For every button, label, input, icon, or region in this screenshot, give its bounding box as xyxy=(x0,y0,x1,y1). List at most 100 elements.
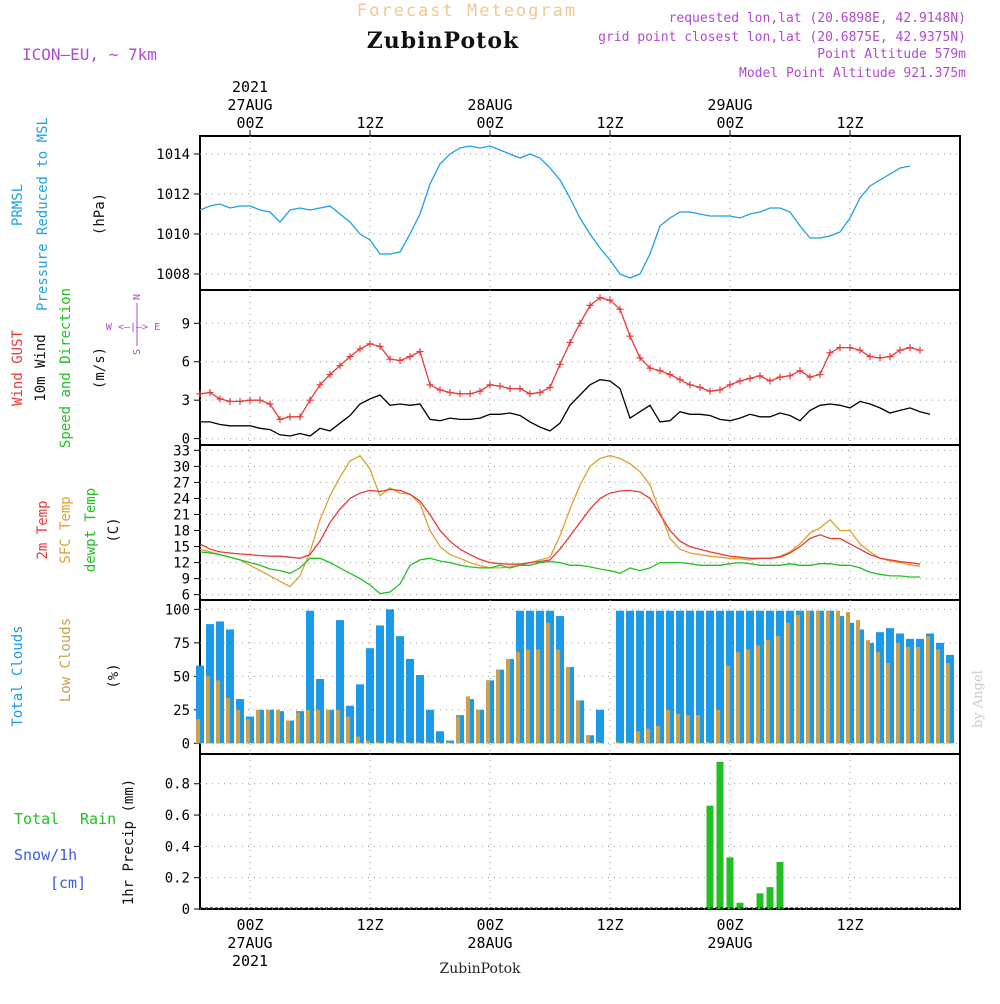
low-cloud-bar xyxy=(546,622,550,744)
low-cloud-bar xyxy=(876,652,880,744)
compass-west-east: W <—|—> E xyxy=(106,322,160,333)
gust-marker xyxy=(776,373,784,381)
ytick-label-clouds: 75 xyxy=(173,636,190,652)
gust-marker xyxy=(726,381,734,389)
temp-label-unit: (C) xyxy=(106,517,122,542)
low-cloud-bar xyxy=(306,709,310,744)
rain-bar xyxy=(766,887,774,909)
low-cloud-bar xyxy=(856,620,860,744)
rain-bar xyxy=(726,857,734,909)
gust-marker xyxy=(566,339,574,347)
ytick-label-temp: 12 xyxy=(173,556,190,572)
gust-marker xyxy=(556,360,564,368)
top-year-label: 2021 xyxy=(232,78,268,96)
low-cloud-bar xyxy=(466,696,470,744)
low-cloud-bar xyxy=(556,649,560,744)
gust-marker xyxy=(736,377,744,385)
low-cloud-bar xyxy=(496,669,500,744)
top-date-label: 28AUG xyxy=(467,96,512,114)
clouds-label-low: Low Clouds xyxy=(58,618,74,702)
low-cloud-bar xyxy=(226,697,230,744)
low-cloud-bar xyxy=(846,612,850,744)
low-cloud-bar xyxy=(426,741,430,744)
pressure-label-prmsl: PRMSL xyxy=(10,184,26,226)
gust-marker xyxy=(316,381,324,389)
gust-marker xyxy=(406,353,414,361)
gust-marker xyxy=(796,367,804,375)
gust-marker xyxy=(906,344,914,352)
total-cloud-bar xyxy=(636,610,644,744)
total-cloud-bar xyxy=(396,636,404,744)
rain-bar xyxy=(736,902,744,909)
rain-bar xyxy=(716,761,724,909)
precip-label-snow: Snow/1h xyxy=(14,846,77,864)
footer-name: ZubinPotok xyxy=(439,961,521,977)
low-cloud-bar xyxy=(346,716,350,744)
clouds-label-unit: (%) xyxy=(106,663,122,688)
gust-marker xyxy=(466,390,474,398)
gust-marker xyxy=(266,400,274,408)
bottom-time-label: 00Z xyxy=(476,916,503,934)
compass-south: S xyxy=(132,349,143,355)
ytick-label-temp: 21 xyxy=(173,507,190,523)
low-cloud-bar xyxy=(506,658,510,744)
bottom-date-label: 27AUG xyxy=(227,934,272,952)
low-cloud-bar xyxy=(786,622,790,744)
bottom-time-label: 00Z xyxy=(716,916,743,934)
low-cloud-bar xyxy=(926,636,930,744)
pressure-line xyxy=(199,145,911,279)
ytick-label-temp: 30 xyxy=(173,459,190,475)
low-cloud-bar xyxy=(416,741,420,744)
ytick-label-pressure: 1008 xyxy=(156,267,190,283)
gust-marker xyxy=(216,395,224,403)
gust-marker xyxy=(716,386,724,394)
low-cloud-bar xyxy=(596,741,600,744)
low-cloud-bar xyxy=(516,652,520,744)
top-time-label: 12Z xyxy=(596,114,623,132)
low-cloud-bar xyxy=(356,736,360,744)
ytick-label-temp: 9 xyxy=(182,572,190,588)
gust-marker xyxy=(696,383,704,391)
low-cloud-bar xyxy=(636,731,640,744)
total-cloud-bar xyxy=(676,610,684,744)
low-cloud-bar xyxy=(486,680,490,744)
ytick-label-clouds: 0 xyxy=(182,736,190,752)
low-cloud-bar xyxy=(456,716,460,744)
gust-marker xyxy=(856,346,864,354)
gust-marker xyxy=(196,390,204,398)
total-cloud-bar xyxy=(706,610,714,744)
gust-marker xyxy=(756,372,764,380)
low-cloud-bar xyxy=(266,709,270,744)
low-cloud-bar xyxy=(206,676,210,744)
chart-subtitle: Forecast Meteogram xyxy=(357,1,577,21)
gust-marker xyxy=(636,354,644,362)
bottom-date-label: 29AUG xyxy=(707,934,752,952)
gust-marker xyxy=(326,371,334,379)
low-cloud-bar xyxy=(766,640,770,744)
low-cloud-bar xyxy=(406,741,410,744)
low-cloud-bar xyxy=(576,700,580,744)
low-cloud-bar xyxy=(386,741,390,744)
low-cloud-bar xyxy=(296,712,300,744)
low-cloud-bar xyxy=(906,646,910,744)
gust-marker xyxy=(286,413,294,421)
top-time-label: 00Z xyxy=(236,114,263,132)
rain-bar xyxy=(776,862,784,909)
gust-marker xyxy=(676,376,684,384)
low-cloud-bar xyxy=(256,709,260,744)
top-time-label: 12Z xyxy=(356,114,383,132)
gust-marker xyxy=(876,354,884,362)
gust-line xyxy=(199,296,921,421)
ytick-label-temp: 27 xyxy=(173,475,190,491)
gust-marker xyxy=(826,349,834,357)
bottom-year-label: 2021 xyxy=(232,952,268,970)
panel-frame-wind xyxy=(199,289,961,446)
low-cloud-bar xyxy=(616,741,620,744)
low-cloud-bar xyxy=(796,614,800,744)
total-cloud-bar xyxy=(366,648,374,744)
ytick-label-temp: 6 xyxy=(182,588,190,604)
total-cloud-bar xyxy=(196,665,204,744)
gust-marker xyxy=(426,381,434,389)
